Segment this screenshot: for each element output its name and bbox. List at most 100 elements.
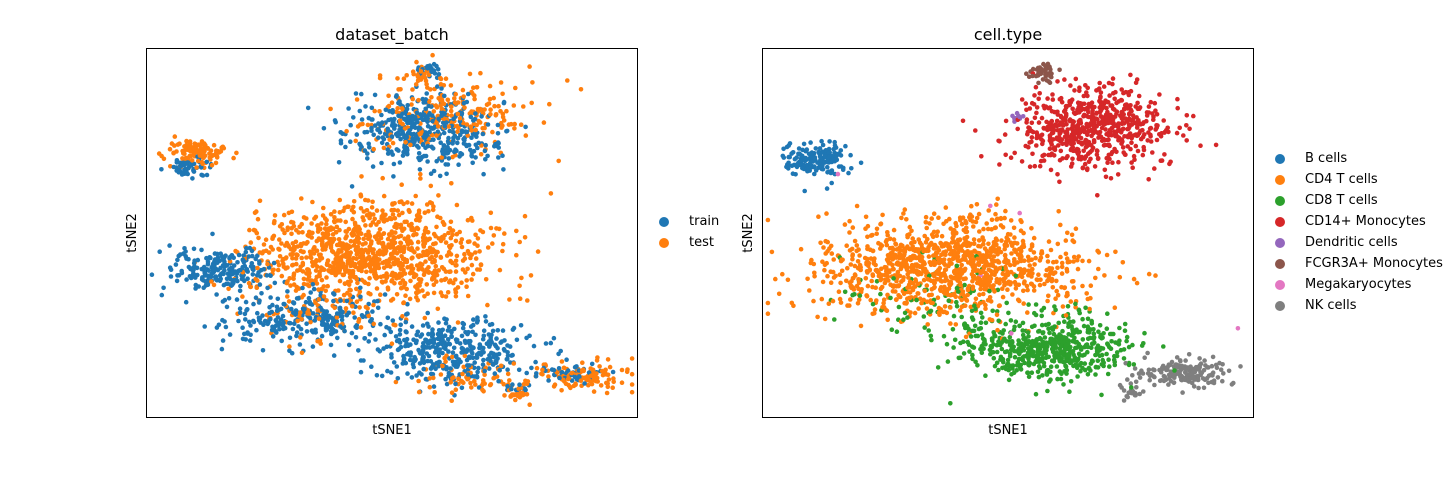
data-point bbox=[408, 352, 413, 357]
data-point bbox=[943, 205, 949, 210]
data-point bbox=[465, 266, 470, 272]
data-point bbox=[436, 72, 442, 77]
data-point bbox=[979, 154, 984, 159]
data-point bbox=[421, 153, 427, 159]
data-point bbox=[320, 239, 325, 244]
data-point bbox=[1134, 385, 1139, 390]
data-point bbox=[1175, 96, 1180, 102]
data-point bbox=[289, 306, 294, 312]
data-point bbox=[404, 286, 410, 292]
data-point bbox=[1071, 319, 1076, 324]
data-point bbox=[438, 372, 444, 377]
data-point bbox=[1008, 318, 1014, 323]
data-point bbox=[303, 241, 309, 246]
data-point bbox=[483, 157, 488, 162]
data-point bbox=[1177, 125, 1182, 131]
data-point bbox=[240, 264, 245, 270]
data-point bbox=[376, 135, 381, 140]
data-point bbox=[414, 295, 419, 300]
data-point bbox=[457, 115, 463, 121]
data-point bbox=[458, 132, 463, 138]
data-point bbox=[1034, 105, 1040, 110]
data-point bbox=[309, 278, 314, 283]
data-point bbox=[346, 226, 352, 232]
data-point bbox=[425, 66, 431, 71]
data-point bbox=[281, 323, 286, 329]
data-point bbox=[391, 161, 397, 167]
data-point bbox=[454, 202, 460, 208]
data-point bbox=[1023, 101, 1029, 106]
data-point bbox=[315, 264, 320, 270]
data-point bbox=[489, 321, 495, 327]
data-point bbox=[377, 227, 383, 232]
data-point bbox=[324, 233, 330, 239]
data-point bbox=[874, 231, 879, 236]
data-point bbox=[310, 282, 316, 287]
data-point bbox=[413, 193, 419, 199]
data-point bbox=[470, 271, 476, 277]
data-point bbox=[605, 372, 611, 378]
data-point bbox=[290, 326, 296, 332]
data-point bbox=[310, 199, 315, 205]
data-point bbox=[802, 188, 807, 194]
data-point bbox=[445, 290, 451, 295]
data-point bbox=[500, 153, 505, 158]
data-point bbox=[226, 296, 232, 301]
data-point bbox=[446, 156, 452, 161]
data-point bbox=[368, 241, 374, 246]
data-point bbox=[476, 140, 482, 146]
data-point bbox=[923, 214, 929, 220]
data-point bbox=[452, 96, 457, 101]
data-point bbox=[1062, 77, 1067, 82]
data-point bbox=[338, 218, 343, 223]
data-point bbox=[1105, 311, 1110, 317]
data-point bbox=[471, 118, 476, 123]
data-point bbox=[516, 386, 521, 391]
data-point bbox=[440, 327, 446, 333]
data-point bbox=[356, 267, 362, 273]
data-point bbox=[285, 289, 290, 294]
data-point bbox=[245, 276, 250, 282]
data-point bbox=[1136, 93, 1142, 99]
data-point bbox=[209, 279, 214, 284]
data-point bbox=[464, 357, 470, 363]
data-point bbox=[556, 158, 561, 164]
data-point bbox=[176, 253, 181, 259]
data-point bbox=[941, 221, 946, 227]
data-point bbox=[878, 246, 883, 251]
data-point bbox=[1081, 148, 1086, 154]
data-point bbox=[470, 160, 476, 166]
data-point bbox=[272, 213, 278, 218]
data-point bbox=[345, 204, 350, 209]
data-point bbox=[311, 286, 317, 292]
data-point bbox=[189, 273, 195, 279]
data-point bbox=[349, 330, 355, 336]
data-point bbox=[359, 174, 364, 179]
data-point bbox=[371, 212, 376, 217]
data-point bbox=[291, 282, 297, 287]
data-point bbox=[590, 367, 596, 373]
data-point bbox=[472, 374, 477, 379]
data-point bbox=[611, 379, 616, 385]
data-point bbox=[425, 159, 430, 164]
data-point bbox=[310, 344, 316, 349]
data-point bbox=[854, 203, 860, 209]
data-point bbox=[266, 250, 272, 255]
data-point bbox=[557, 375, 562, 381]
data-point bbox=[358, 206, 364, 211]
data-point bbox=[381, 245, 386, 250]
data-point bbox=[891, 227, 897, 233]
data-point bbox=[394, 364, 400, 369]
data-point bbox=[1084, 167, 1090, 173]
data-point bbox=[424, 91, 430, 96]
data-point bbox=[386, 93, 391, 99]
data-point bbox=[472, 93, 477, 98]
data-point bbox=[334, 311, 340, 316]
data-point bbox=[1011, 225, 1017, 231]
data-point bbox=[452, 326, 457, 332]
data-point bbox=[434, 279, 439, 284]
data-point bbox=[508, 121, 514, 127]
data-point bbox=[1108, 176, 1114, 181]
data-point bbox=[456, 357, 461, 363]
data-point bbox=[363, 241, 368, 246]
